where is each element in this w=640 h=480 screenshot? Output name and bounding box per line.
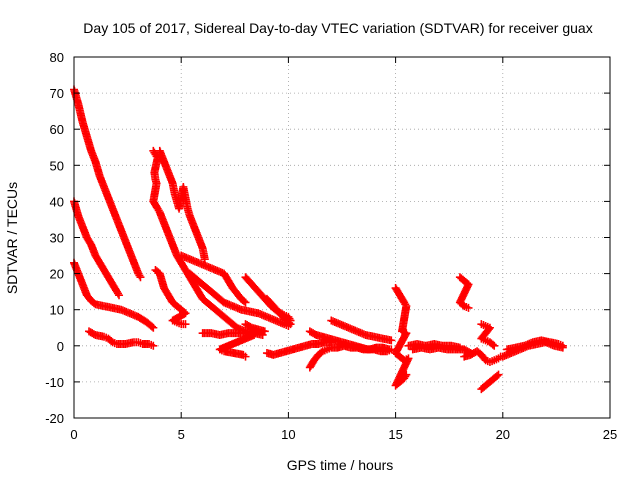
data-point: [464, 303, 473, 312]
series-arc-22: [477, 370, 503, 394]
y-tick-label: 40: [50, 194, 64, 209]
data-point: [494, 370, 503, 379]
x-tick-label: 20: [496, 427, 510, 442]
data-point: [490, 341, 499, 350]
series-arc-21: [477, 320, 499, 350]
data-point: [286, 320, 295, 329]
series-arc-23: [498, 336, 567, 361]
data-point: [493, 371, 502, 380]
grid: [74, 57, 610, 418]
y-tick-label: 80: [50, 50, 64, 65]
data-points: [70, 85, 567, 394]
data-point: [135, 271, 144, 280]
data-point: [149, 341, 158, 350]
series-arc-9: [185, 269, 293, 330]
data-point: [385, 345, 394, 354]
data-point: [113, 289, 122, 298]
y-tick-label: -20: [45, 411, 64, 426]
series-arc-8: [177, 251, 250, 307]
x-tick-labels: 0 5 10 15 20 25: [70, 427, 617, 442]
x-tick-label: 5: [178, 427, 185, 442]
y-tick-label: 50: [50, 158, 64, 173]
series-arc-3: [70, 258, 158, 332]
y-tick-label: 0: [57, 339, 64, 354]
series-arc-11: [241, 294, 295, 336]
series-arc-4: [85, 327, 158, 350]
data-point: [149, 323, 158, 332]
axis-ticks: [73, 56, 611, 419]
series-arc-20: [460, 347, 505, 367]
series-arc-18: [404, 339, 475, 358]
x-tick-label: 25: [603, 427, 617, 442]
series-arc-16: [305, 341, 394, 372]
x-tick-label: 0: [70, 427, 77, 442]
series-arc-19: [455, 273, 473, 312]
data-point: [181, 320, 190, 329]
data-point: [260, 327, 269, 336]
x-axis-label: GPS time / hours: [287, 457, 394, 473]
series-arc-7: [151, 265, 190, 329]
series-arc-6: [155, 146, 209, 264]
y-tick-label: 60: [50, 122, 64, 137]
data-point: [402, 370, 411, 379]
data-point: [241, 352, 250, 361]
x-tick-label: 15: [388, 427, 402, 442]
data-point: [115, 291, 124, 300]
y-tick-label: 20: [50, 267, 64, 282]
series-arc-1: [70, 85, 145, 282]
series-arc-15: [327, 316, 396, 345]
y-tick-label: 30: [50, 231, 64, 246]
data-point: [558, 341, 567, 350]
data-point: [241, 298, 250, 307]
data-point: [240, 297, 249, 306]
x-tick-label: 10: [281, 427, 295, 442]
series-arc-13: [262, 338, 336, 359]
y-axis-label: SDTVAR / TECUs: [4, 182, 20, 294]
data-point: [488, 340, 497, 349]
data-point: [387, 336, 396, 345]
data-point: [285, 318, 294, 327]
data-point: [401, 372, 410, 381]
data-point: [148, 322, 157, 331]
y-tick-labels: -20 -10 0 10 20 30 40 50 60 70 80: [45, 50, 64, 426]
y-tick-label: 70: [50, 86, 64, 101]
series-arc-12: [198, 329, 259, 361]
y-tick-label: -10: [45, 375, 64, 390]
data-point: [136, 273, 145, 282]
series-arc-17: [391, 284, 413, 390]
y-tick-label: 10: [50, 303, 64, 318]
data-point: [455, 343, 464, 352]
chart-title: Day 105 of 2017, Sidereal Day-to-day VTE…: [83, 20, 592, 36]
